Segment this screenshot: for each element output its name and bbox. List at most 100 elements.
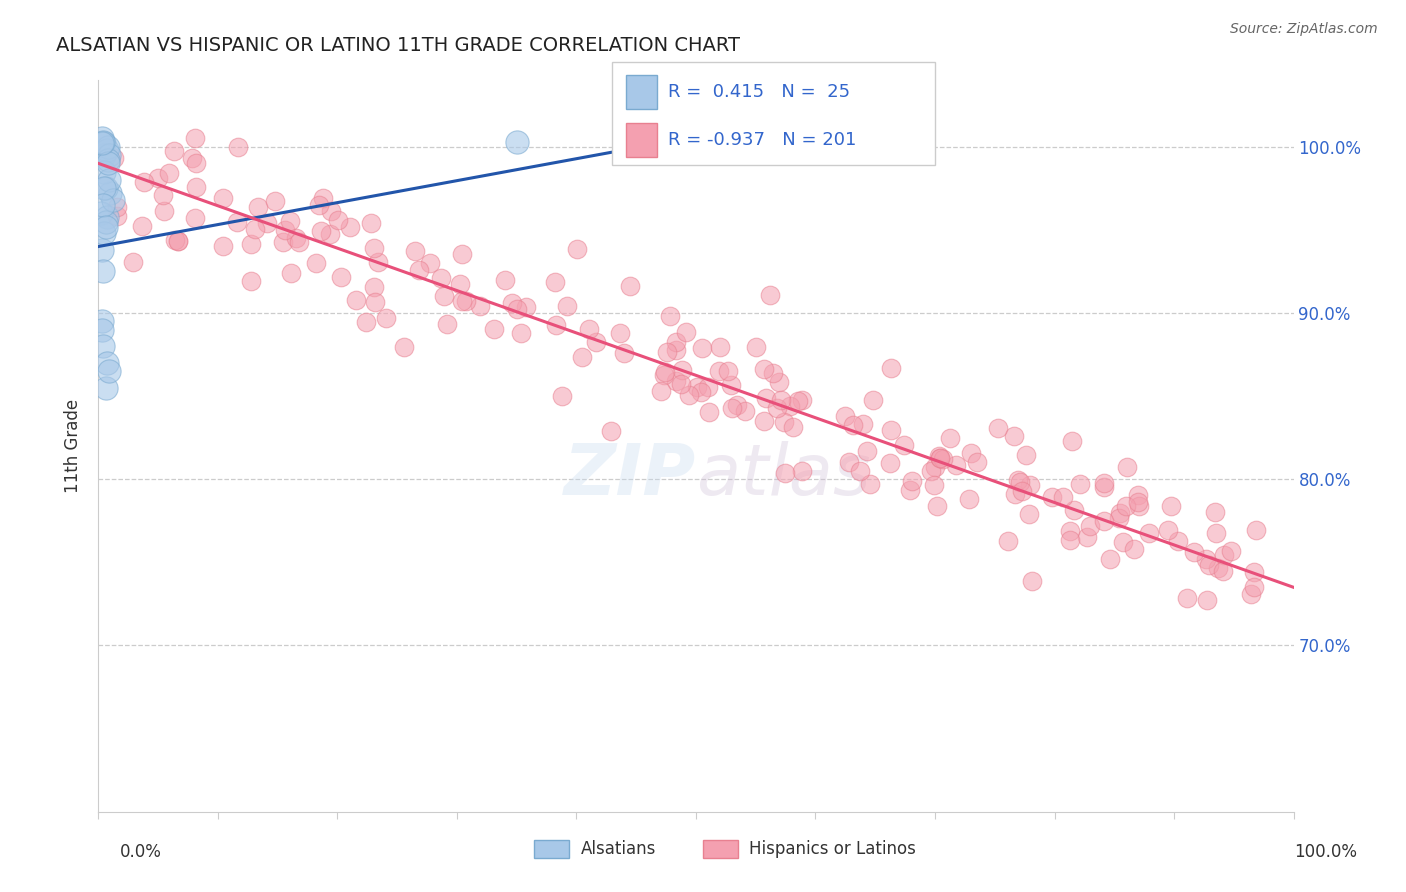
Text: R = -0.937   N = 201: R = -0.937 N = 201 [668, 131, 856, 149]
Point [880, 423, 903, 437]
Point [773, 415, 796, 429]
Point [1204, 505, 1226, 519]
Point [454, 293, 477, 308]
Point [93, 165, 115, 179]
Text: atlas: atlas [696, 441, 870, 509]
Point [1014, 448, 1036, 462]
Point [790, 464, 813, 478]
Point [273, 223, 295, 237]
Text: ALSATIAN VS HISPANIC OR LATINO 11TH GRADE CORRELATION CHART: ALSATIAN VS HISPANIC OR LATINO 11TH GRAD… [56, 36, 740, 54]
Point [184, 211, 207, 225]
Point [93, 226, 115, 240]
Point [134, 175, 156, 189]
Point [98, 364, 121, 378]
Point [725, 398, 748, 412]
Point [721, 136, 744, 151]
Point [686, 380, 709, 394]
Point [91, 264, 114, 278]
Text: ZIP: ZIP [564, 441, 696, 509]
Point [922, 478, 945, 492]
Point [932, 452, 955, 467]
Point [1062, 434, 1084, 448]
Point [408, 263, 430, 277]
Point [613, 346, 636, 360]
Point [449, 277, 471, 291]
Point [1208, 561, 1230, 575]
Point [101, 193, 124, 207]
Point [515, 301, 537, 315]
Point [1205, 525, 1227, 540]
Point [494, 273, 516, 287]
Point [1198, 558, 1220, 573]
Text: 100.0%: 100.0% [1294, 843, 1357, 861]
Point [363, 241, 385, 255]
Point [318, 227, 340, 241]
Point [165, 233, 187, 247]
Point [773, 466, 796, 480]
Point [330, 270, 353, 285]
Point [121, 255, 143, 269]
Point [94, 381, 117, 395]
Point [153, 204, 176, 219]
Point [565, 242, 588, 256]
Point [920, 464, 942, 478]
Point [924, 460, 946, 475]
Point [555, 299, 578, 313]
Point [344, 293, 367, 307]
Point [360, 216, 382, 230]
Point [544, 275, 567, 289]
Point [834, 409, 856, 423]
Point [745, 340, 768, 354]
Point [1195, 593, 1218, 607]
Point [256, 216, 278, 230]
Point [93, 181, 115, 195]
Point [91, 314, 114, 328]
Point [655, 345, 678, 359]
Point [506, 135, 529, 149]
Point [669, 377, 692, 392]
Point [1052, 491, 1074, 505]
Point [96, 356, 118, 370]
Point [278, 214, 301, 228]
Point [856, 443, 879, 458]
Text: Alsatians: Alsatians [581, 840, 657, 858]
Point [91, 136, 114, 151]
Point [1063, 503, 1085, 517]
Point [779, 399, 801, 413]
Point [1195, 552, 1218, 566]
Point [94, 219, 117, 234]
Point [585, 334, 607, 349]
Point [1108, 506, 1130, 520]
Point [1182, 545, 1205, 559]
Point [374, 310, 396, 325]
Point [468, 299, 491, 313]
Point [1212, 549, 1234, 563]
Point [1007, 473, 1029, 487]
Point [654, 365, 676, 379]
Point [98, 148, 121, 162]
Point [945, 458, 967, 472]
Point [94, 214, 117, 228]
Point [98, 173, 121, 187]
Point [96, 143, 118, 157]
Point [1010, 475, 1032, 489]
Point [1243, 580, 1265, 594]
Point [709, 340, 731, 354]
Point [432, 289, 454, 303]
Point [506, 301, 529, 316]
Point [264, 194, 287, 208]
Point [1076, 530, 1098, 544]
Point [1040, 490, 1063, 504]
Point [759, 287, 782, 301]
Point [859, 476, 882, 491]
Point [94, 181, 117, 195]
Point [105, 209, 128, 223]
Point [404, 244, 426, 259]
Point [690, 384, 713, 399]
Point [898, 483, 921, 497]
Point [754, 362, 776, 376]
Point [544, 318, 567, 332]
Point [697, 405, 720, 419]
Point [245, 222, 267, 236]
Point [309, 224, 332, 238]
